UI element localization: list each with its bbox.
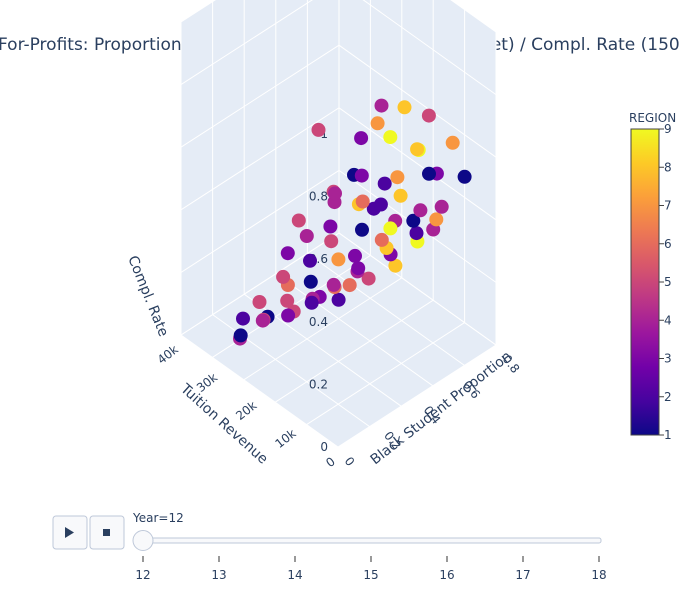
data-point[interactable]	[354, 168, 369, 183]
z-tick-label: 0	[320, 440, 328, 454]
y-tick-label: 20k	[233, 398, 259, 423]
z-axis-label: Compl. Rate	[124, 254, 171, 340]
data-point[interactable]	[409, 226, 424, 241]
colorbar-tick-label: 3	[664, 352, 672, 366]
slider-tick-label: 15	[363, 568, 378, 582]
data-point[interactable]	[388, 258, 403, 273]
data-point[interactable]	[281, 308, 296, 323]
data-point[interactable]	[361, 271, 376, 286]
colorbar-tick-label: 8	[664, 160, 672, 174]
data-point[interactable]	[342, 278, 357, 293]
slider-tick-label: 12	[135, 568, 150, 582]
data-point[interactable]	[276, 269, 291, 284]
slider-track[interactable]	[138, 537, 602, 544]
colorbar-tick-label: 9	[664, 122, 672, 136]
data-point[interactable]	[393, 188, 408, 203]
data-point[interactable]	[413, 203, 428, 218]
slider-tick-label: 18	[591, 568, 606, 582]
data-point[interactable]	[323, 219, 338, 234]
colorbar-tick-label: 2	[664, 390, 672, 404]
data-point[interactable]	[390, 170, 405, 185]
colorbar-title: REGION	[629, 111, 676, 125]
colorbar-tick-label: 1	[664, 428, 672, 442]
slider-tick-label: 14	[287, 568, 302, 582]
y-tick-label: 0	[323, 454, 338, 470]
3d-scene[interactable]: 00.20.40.60.81010k20k30k40k00.20.40.60.8…	[124, 0, 522, 470]
slider-tick-label: 17	[515, 568, 530, 582]
data-point[interactable]	[434, 199, 449, 214]
colorbar-tick-label: 4	[664, 313, 672, 327]
data-point[interactable]	[421, 108, 436, 123]
stop-button[interactable]	[89, 515, 125, 550]
z-tick-label: 1	[320, 127, 328, 141]
data-point[interactable]	[236, 311, 250, 326]
data-point[interactable]	[326, 277, 341, 292]
data-point[interactable]	[445, 135, 460, 150]
slider-tick-label: 13	[211, 568, 226, 582]
data-point[interactable]	[373, 197, 388, 212]
x-tick-label: 0	[342, 454, 358, 469]
data-point[interactable]	[303, 274, 318, 289]
slider-handle[interactable]	[132, 530, 154, 551]
data-point[interactable]	[303, 253, 317, 268]
slider-current-value: Year=12	[132, 511, 184, 525]
data-point[interactable]	[331, 252, 346, 267]
slider-tick-label: 16	[439, 568, 454, 582]
data-point[interactable]	[383, 130, 398, 145]
data-point[interactable]	[311, 122, 326, 137]
back-wall-xz	[181, 0, 339, 335]
data-point[interactable]	[328, 186, 342, 201]
data-point[interactable]	[252, 295, 267, 309]
data-point[interactable]	[457, 169, 472, 184]
data-point[interactable]	[374, 232, 389, 247]
colorbar-tick-label: 6	[664, 237, 672, 251]
play-icon	[65, 527, 74, 538]
data-point[interactable]	[351, 261, 366, 276]
data-point[interactable]	[383, 221, 398, 236]
data-point[interactable]	[255, 313, 270, 328]
z-tick-label: 0.8	[309, 190, 328, 204]
colorbar-tick-label: 7	[664, 199, 672, 213]
data-point[interactable]	[280, 293, 295, 308]
play-button[interactable]	[52, 515, 88, 550]
data-point[interactable]	[355, 194, 370, 209]
data-point[interactable]	[348, 248, 362, 263]
data-point[interactable]	[291, 213, 306, 228]
y-axis-label: Tuition Revenue	[177, 380, 271, 467]
colorbar-gradient	[630, 128, 660, 436]
scatter-points	[233, 98, 472, 346]
data-point[interactable]	[355, 222, 369, 237]
data-point[interactable]	[280, 246, 295, 261]
z-tick-label: 0.4	[309, 315, 328, 329]
y-tick-label: 10k	[272, 426, 298, 451]
data-point[interactable]	[331, 292, 346, 307]
data-point[interactable]	[354, 131, 369, 146]
z-tick-label: 0.2	[309, 377, 328, 391]
data-point[interactable]	[422, 166, 436, 181]
slider-ticks: 12 13 14 15 16 17 18	[135, 556, 607, 582]
colorbar-tick-label: 5	[664, 275, 672, 289]
y-tick-label: 40k	[155, 342, 181, 367]
back-wall-yz	[339, 0, 496, 345]
data-point[interactable]	[304, 295, 319, 310]
data-point[interactable]	[233, 328, 248, 343]
data-point[interactable]	[406, 213, 421, 228]
colorbar: REGION 1 2 3 4 5 6 7 8 9	[629, 111, 676, 442]
data-point[interactable]	[374, 98, 389, 113]
data-point[interactable]	[377, 176, 392, 191]
data-point[interactable]	[299, 229, 314, 243]
data-point[interactable]	[324, 234, 339, 249]
data-point[interactable]	[397, 100, 412, 115]
floor-plane	[181, 233, 496, 447]
stop-icon	[103, 529, 110, 536]
data-point[interactable]	[370, 116, 385, 131]
data-point[interactable]	[410, 142, 425, 157]
data-point[interactable]	[429, 212, 444, 227]
